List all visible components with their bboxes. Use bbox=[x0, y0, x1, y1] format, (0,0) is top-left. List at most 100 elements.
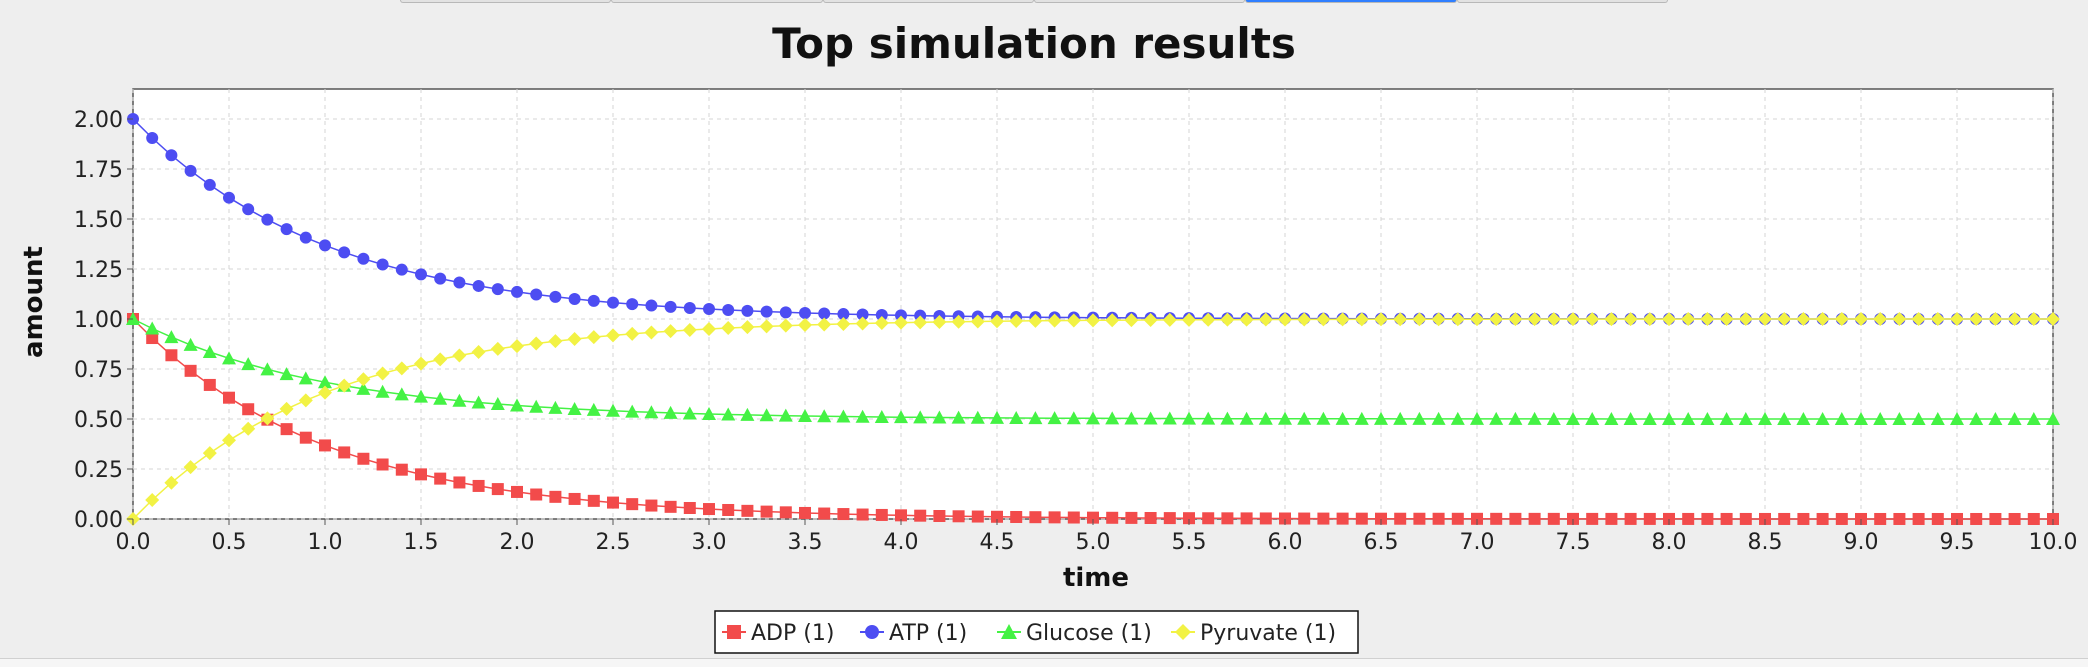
data-point bbox=[338, 446, 351, 459]
data-point bbox=[1970, 512, 1983, 525]
data-point bbox=[1317, 512, 1330, 525]
data-point bbox=[1739, 512, 1752, 525]
data-point bbox=[625, 404, 640, 418]
data-point bbox=[395, 463, 408, 476]
data-point bbox=[165, 149, 178, 162]
data-point bbox=[1335, 312, 1350, 327]
legend-entry: ATP (1) bbox=[889, 621, 967, 646]
data-point bbox=[491, 483, 504, 496]
data-point bbox=[741, 504, 754, 517]
x-tick-label: 1.5 bbox=[404, 530, 439, 555]
data-point bbox=[1816, 512, 1829, 525]
data-point bbox=[1354, 411, 1369, 425]
data-point bbox=[146, 132, 159, 145]
data-point bbox=[1815, 312, 1830, 327]
data-point bbox=[1354, 312, 1369, 327]
data-point bbox=[472, 479, 485, 492]
data-point bbox=[1125, 511, 1138, 524]
data-point bbox=[568, 492, 581, 505]
data-point bbox=[471, 395, 486, 409]
data-point bbox=[1240, 512, 1253, 525]
x-axis-label: time bbox=[1063, 563, 1129, 593]
data-point bbox=[1604, 411, 1619, 425]
legend-entry: Glucose (1) bbox=[1026, 621, 1152, 646]
bottom-bar bbox=[0, 658, 2088, 667]
x-tick-label: 6.5 bbox=[1364, 530, 1399, 555]
data-point bbox=[607, 296, 619, 309]
y-tick-label: 0.75 bbox=[74, 358, 123, 383]
data-point bbox=[2046, 411, 2060, 425]
data-point bbox=[1663, 512, 1675, 525]
data-point bbox=[337, 378, 352, 393]
data-point bbox=[1950, 312, 1964, 327]
data-point bbox=[511, 285, 523, 298]
data-point bbox=[183, 460, 198, 475]
data-point bbox=[1567, 512, 1579, 525]
x-tick-label: 2.0 bbox=[500, 530, 535, 555]
x-tick-label: 4.0 bbox=[884, 530, 919, 555]
data-point bbox=[184, 364, 197, 377]
data-point bbox=[1375, 512, 1387, 525]
data-point bbox=[1489, 411, 1504, 425]
data-point bbox=[1066, 313, 1081, 328]
data-point bbox=[356, 381, 371, 395]
data-point bbox=[319, 439, 331, 452]
data-point bbox=[1911, 312, 1926, 327]
data-point bbox=[1719, 411, 1734, 425]
data-point bbox=[453, 276, 466, 289]
data-point bbox=[644, 325, 659, 340]
legend-box bbox=[714, 610, 1359, 654]
tab-6[interactable] bbox=[1456, 0, 1668, 3]
data-point bbox=[433, 352, 448, 367]
data-point bbox=[1086, 411, 1100, 425]
data-point bbox=[434, 272, 447, 285]
tab-5[interactable] bbox=[1245, 0, 1457, 3]
data-point bbox=[587, 294, 600, 307]
data-point bbox=[970, 410, 985, 424]
data-point bbox=[1412, 312, 1427, 327]
data-point bbox=[338, 246, 351, 259]
data-point bbox=[778, 318, 793, 333]
data-point bbox=[1643, 512, 1656, 525]
data-point bbox=[644, 405, 659, 419]
data-point bbox=[1028, 411, 1043, 425]
data-point bbox=[759, 408, 774, 422]
data-point bbox=[279, 367, 294, 381]
data-point bbox=[1527, 411, 1542, 425]
data-point bbox=[1201, 411, 1216, 425]
data-point bbox=[184, 164, 197, 177]
plot-area bbox=[132, 88, 2054, 520]
chart-title: Top simulation results bbox=[772, 19, 1296, 68]
data-point bbox=[1700, 411, 1715, 425]
data-point bbox=[702, 407, 716, 421]
data-point bbox=[223, 191, 235, 204]
x-tick-label: 9.5 bbox=[1940, 530, 1975, 555]
data-point bbox=[164, 330, 179, 344]
data-point bbox=[913, 315, 928, 330]
data-point bbox=[663, 405, 678, 419]
tab-3[interactable] bbox=[822, 0, 1034, 3]
data-point bbox=[145, 492, 160, 507]
data-point bbox=[1412, 411, 1427, 425]
data-point bbox=[1759, 512, 1771, 525]
data-point bbox=[1471, 512, 1483, 525]
data-point bbox=[1374, 312, 1388, 327]
data-point bbox=[914, 509, 927, 522]
series-pyruvate bbox=[126, 312, 2060, 526]
data-point bbox=[1470, 411, 1484, 425]
data-point bbox=[1047, 411, 1062, 425]
data-point bbox=[1183, 512, 1195, 525]
data-point bbox=[1220, 312, 1235, 327]
data-point bbox=[146, 332, 159, 345]
data-point bbox=[1278, 411, 1292, 425]
data-point bbox=[1258, 312, 1273, 327]
data-point bbox=[759, 319, 774, 334]
data-point bbox=[1009, 410, 1024, 424]
tab-2[interactable] bbox=[611, 0, 823, 3]
data-point bbox=[1988, 411, 2003, 425]
data-point bbox=[1163, 512, 1176, 525]
data-point bbox=[779, 306, 792, 319]
data-point bbox=[932, 410, 947, 424]
data-point bbox=[1778, 512, 1791, 525]
